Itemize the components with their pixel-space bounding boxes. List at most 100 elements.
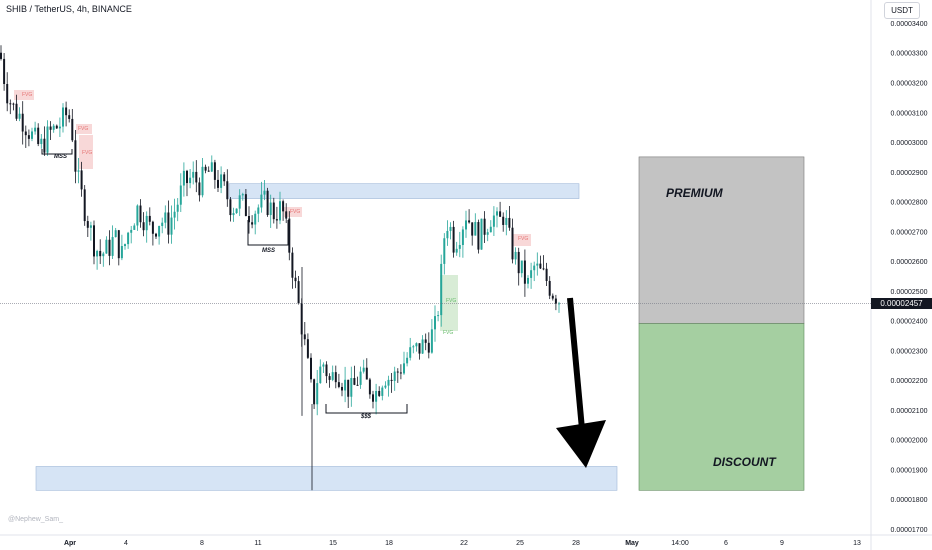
candle-body xyxy=(548,280,551,296)
candle-body xyxy=(496,211,498,216)
candle-body xyxy=(15,103,18,119)
y-tick-label: 0.00002300 xyxy=(891,348,928,355)
candle-body xyxy=(443,238,446,264)
mss-label-1: MSS xyxy=(54,154,68,160)
x-tick-label: May xyxy=(625,540,639,547)
x-tick-label: 9 xyxy=(780,540,784,547)
candle-body xyxy=(412,346,415,348)
candle-body xyxy=(285,211,288,219)
candle-body xyxy=(99,250,102,257)
candle-body xyxy=(136,205,139,226)
candle-body xyxy=(108,239,111,256)
candle-body xyxy=(117,230,120,259)
y-tick-label: 0.00001700 xyxy=(891,527,928,534)
candle-body xyxy=(176,204,179,212)
candle-body xyxy=(480,218,483,250)
demand-zone xyxy=(35,466,618,491)
candle-body xyxy=(263,190,266,195)
candle-body xyxy=(517,251,520,274)
candle-body xyxy=(167,212,170,235)
candle-body xyxy=(440,263,443,316)
candle-body xyxy=(31,131,33,139)
candle-body xyxy=(257,207,260,214)
candle-body xyxy=(142,222,145,231)
candle-body xyxy=(325,364,328,377)
candle-body xyxy=(359,371,362,385)
candle-body xyxy=(229,199,232,216)
mss-label-2: MSS xyxy=(262,248,276,254)
candle-body xyxy=(260,194,263,208)
symbol-title: SHIB / TetherUS, 4h, BINANCE xyxy=(6,4,132,14)
candle-body xyxy=(275,219,278,221)
candle-body xyxy=(164,212,167,223)
candle-body xyxy=(489,226,492,233)
candle-body xyxy=(511,227,514,260)
candle-body xyxy=(471,222,474,236)
candle-body xyxy=(372,394,374,402)
candle-body xyxy=(353,378,356,385)
candle-body xyxy=(415,343,418,347)
fvg-label-6: FVG xyxy=(446,298,457,304)
candle-body xyxy=(251,222,254,225)
candle-body xyxy=(266,190,269,216)
candle-body xyxy=(331,372,334,380)
candle-body xyxy=(77,170,80,172)
candle-body xyxy=(68,115,71,119)
candle-body xyxy=(9,103,12,105)
y-tick-label: 0.00001900 xyxy=(891,467,928,474)
y-tick-label: 0.00003400 xyxy=(891,21,928,28)
candle-body xyxy=(254,213,257,225)
candle-body xyxy=(539,263,542,269)
candle-body xyxy=(6,83,9,104)
candle-body xyxy=(337,382,340,387)
candle-body xyxy=(114,230,117,238)
candle-body xyxy=(303,334,306,340)
currency-button[interactable]: USDT xyxy=(884,2,920,19)
candle-body xyxy=(83,189,86,222)
candle-body xyxy=(198,182,201,196)
candle-body xyxy=(232,213,235,216)
candle-body xyxy=(505,217,508,225)
candle-body xyxy=(449,226,452,231)
candle-body xyxy=(161,222,164,227)
candle-body xyxy=(322,364,325,367)
current-price-label: 0.00002457 xyxy=(871,298,932,310)
candle-body xyxy=(291,252,294,278)
candle-body xyxy=(427,342,430,353)
candle-body xyxy=(455,248,458,253)
candle-body xyxy=(409,347,412,358)
candle-body xyxy=(282,201,285,212)
candle-body xyxy=(3,58,6,84)
candle-body xyxy=(297,281,300,304)
candle-body xyxy=(502,216,505,225)
y-tick-label: 0.00003000 xyxy=(891,140,928,147)
x-tick-label: 4 xyxy=(124,540,128,547)
arrow-head xyxy=(556,420,606,468)
x-tick-label: 25 xyxy=(516,540,524,547)
candle-body xyxy=(530,270,533,278)
candle-body xyxy=(375,390,378,402)
candle-body xyxy=(62,107,64,127)
candle-body xyxy=(148,215,151,222)
candle-body xyxy=(387,379,390,386)
x-tick-label: 6 xyxy=(724,540,728,547)
candle-body xyxy=(347,379,350,397)
mss-line-2 xyxy=(247,220,289,246)
candle-body xyxy=(24,131,27,136)
candle-body xyxy=(80,170,83,190)
fvg-box xyxy=(284,207,302,217)
candle-body xyxy=(217,179,219,188)
candle-body xyxy=(344,379,347,391)
candle-body xyxy=(288,218,291,253)
candle-body xyxy=(102,253,105,257)
candle-body xyxy=(306,339,309,358)
candle-body xyxy=(328,376,331,380)
candle-body xyxy=(341,386,343,391)
candle-body xyxy=(474,222,477,236)
candle-body xyxy=(151,221,154,234)
candle-body xyxy=(189,177,192,184)
y-tick-label: 0.00002900 xyxy=(891,170,928,177)
candle-body xyxy=(313,379,316,405)
